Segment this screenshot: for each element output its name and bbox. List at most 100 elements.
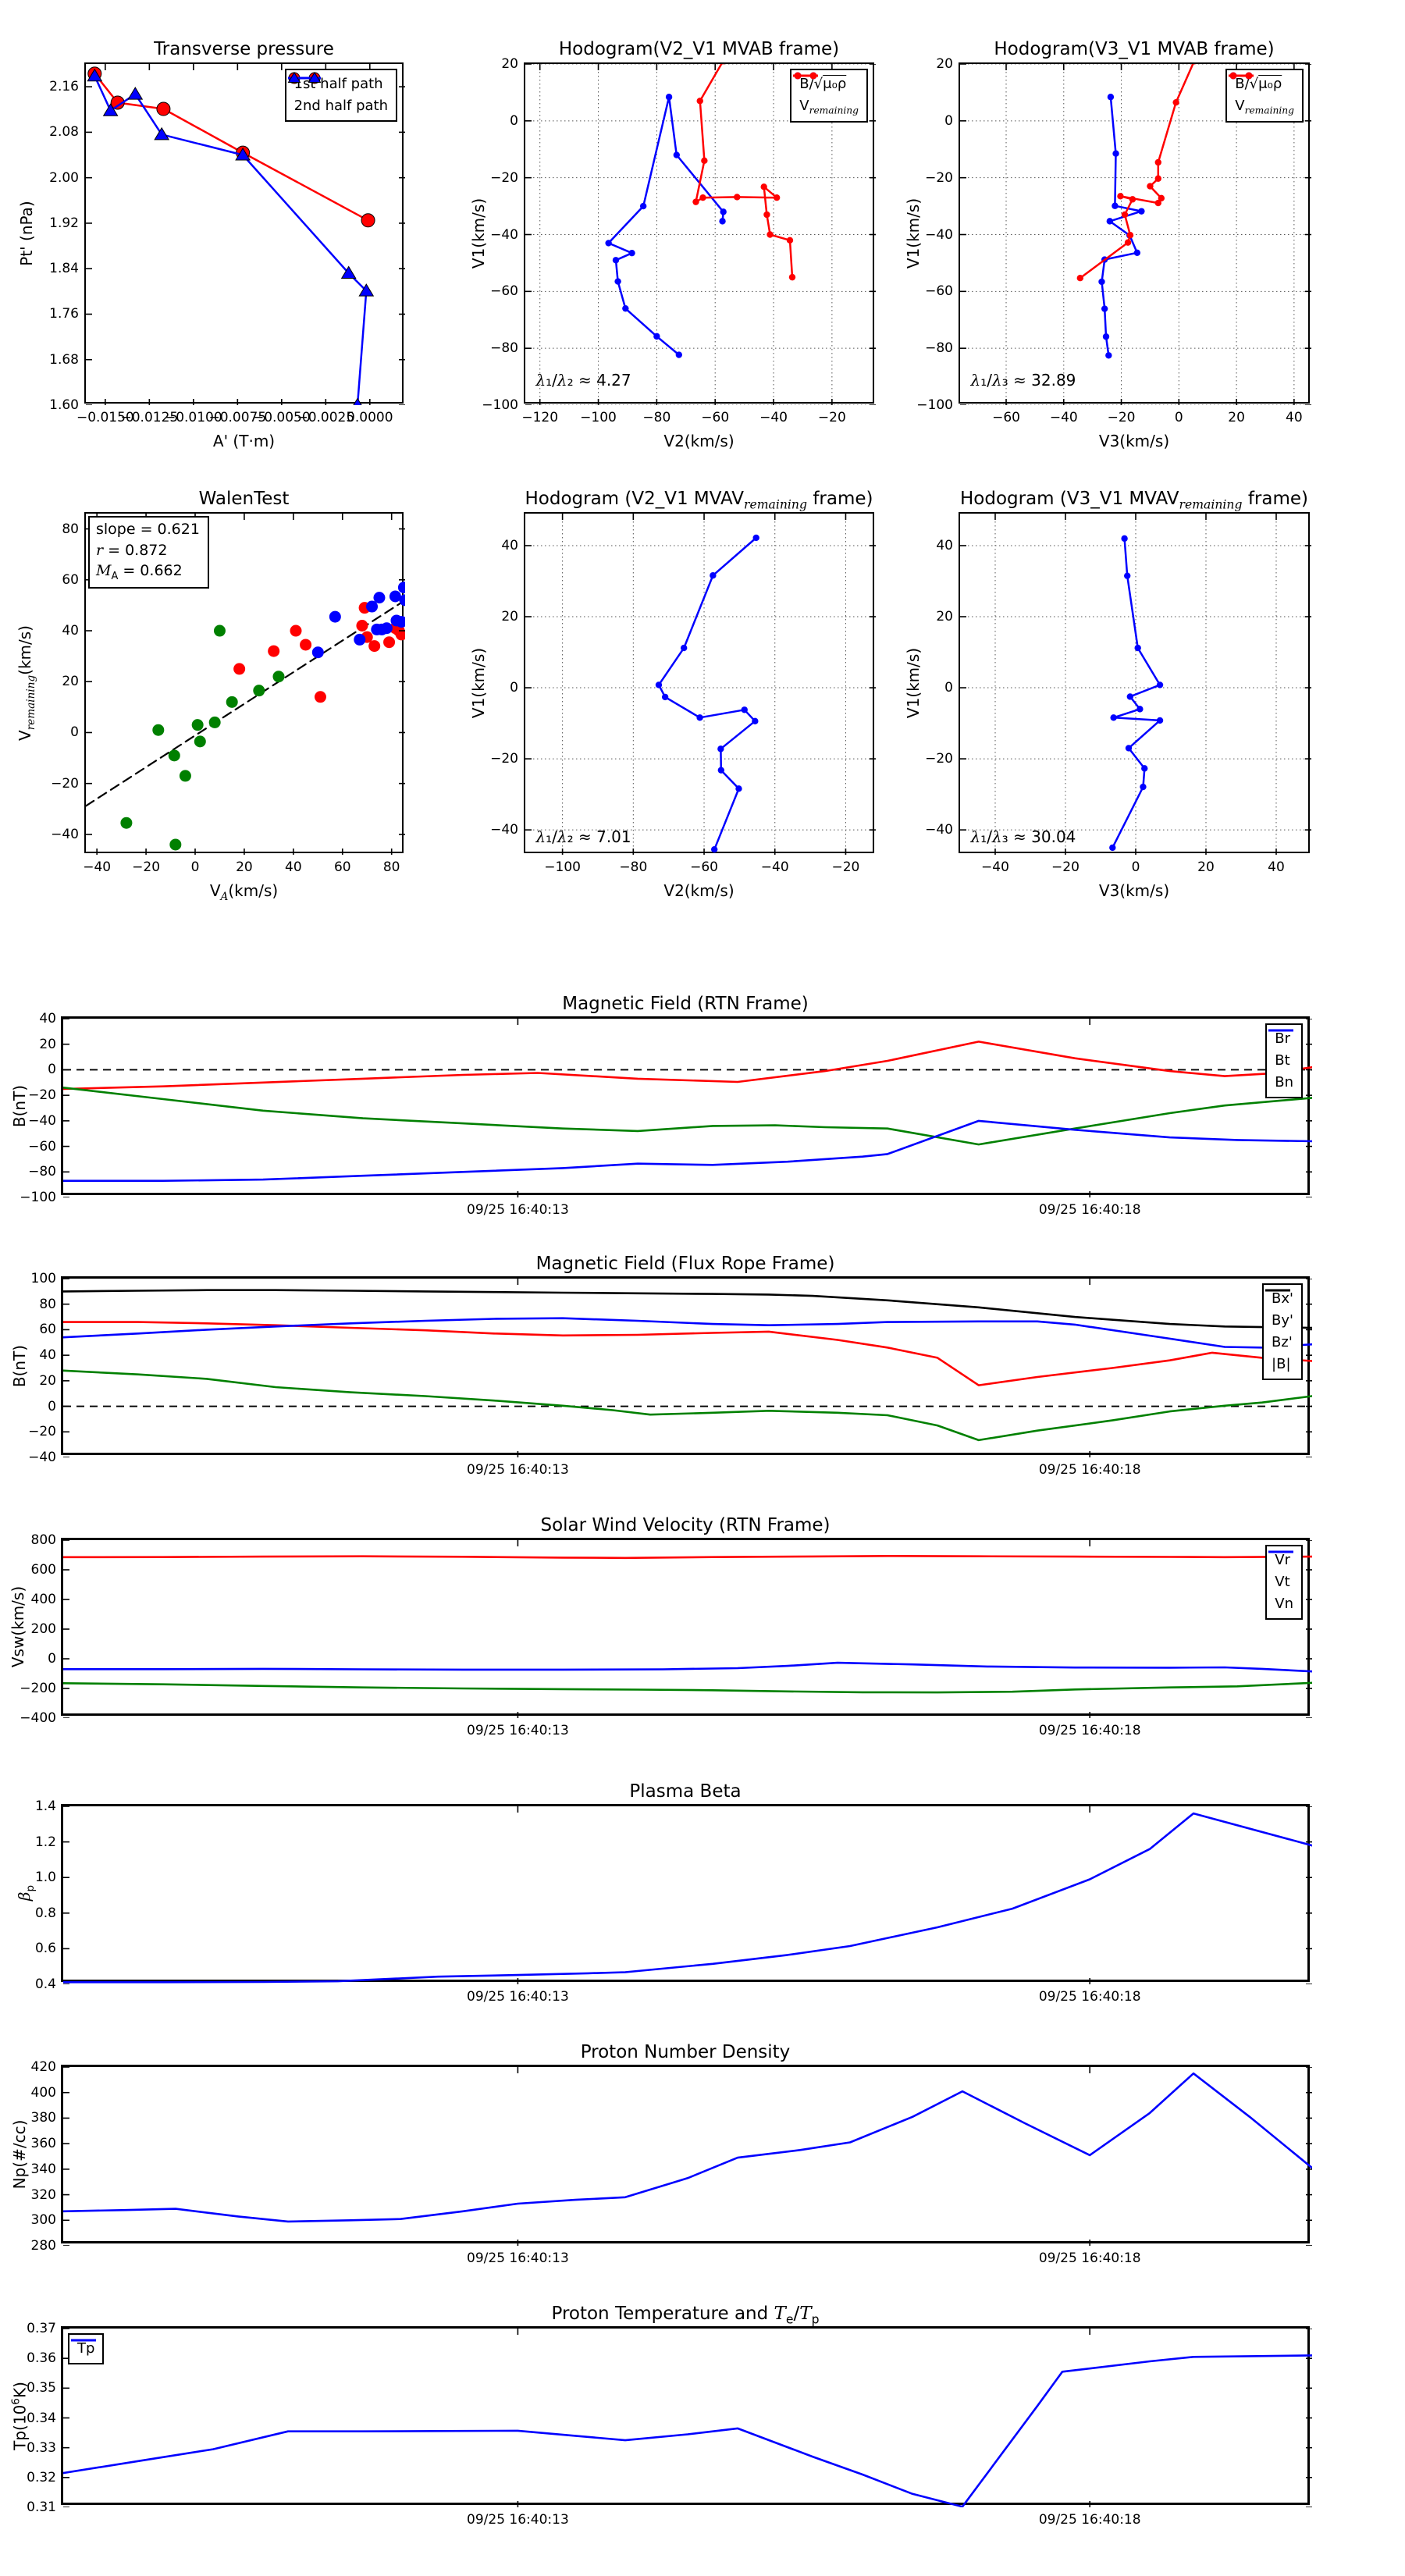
y-tick-label: −80: [925, 340, 953, 357]
y-tick-label: −100: [20, 1190, 56, 1205]
y-tick-label: 0.8: [34, 1905, 56, 1921]
x-tick-label: −0.0025: [297, 410, 355, 425]
series-By': [63, 1369, 1312, 1442]
legend-label: B/√μ₀ρ: [799, 76, 847, 92]
line-legend-swatch-icon: [1268, 1029, 1294, 1032]
x-tick-label: 09/25 16:40:18: [1038, 1989, 1141, 2005]
y-axis-label: B(nT): [10, 1344, 29, 1387]
x-tick-label: −40: [759, 410, 788, 425]
legend-item: |B|: [1265, 1289, 1293, 1375]
y-tick-label: 40: [501, 537, 518, 553]
y-tick-label: 1.92: [49, 215, 79, 231]
y-tick-label: 1.2: [34, 1834, 56, 1850]
y-tick-label: −400: [20, 1710, 56, 1726]
chart-vsw-rtn: [63, 1540, 1312, 1718]
legend-label: Vn: [1275, 1595, 1293, 1612]
line-legend-swatch-icon: [71, 2339, 96, 2342]
x-tick-label: −0.0075: [208, 410, 267, 425]
y-tick-label: −40: [925, 822, 953, 838]
y-tick-label: 320: [30, 2186, 56, 2203]
y-tick-label: −40: [28, 1450, 56, 1465]
series-Bn: [63, 1119, 1312, 1182]
y-axis-label: Vsw(km/s): [9, 1585, 27, 1668]
panel-hodogram-v3v1-mvab: Hodogram(V3_V1 MVAB frame) −60 −40 −20 0 20 40…: [904, 39, 1311, 450]
y-tick-label: −100: [482, 397, 518, 413]
chart-title: Magnetic Field (RTN Frame): [562, 994, 809, 1014]
y-tick-label: 2.00: [49, 169, 79, 186]
x-tick-label: 0: [1131, 859, 1140, 875]
legend-label: Bz': [1272, 1333, 1293, 1350]
x-tick-label: −0.0150: [76, 410, 134, 425]
legend-item: Vremaining: [793, 72, 859, 119]
y-tick-label: −60: [490, 283, 518, 300]
x-tick-label: −0.0100: [164, 410, 222, 425]
panel-b-flux-rope: Magnetic Field (Flux Rope Frame) 09/25 16…: [10, 1254, 1312, 1478]
panel-plasma-beta: Plasma Beta 09/25 16:40:13 09/25 16:40:18 1…: [15, 1781, 1312, 2005]
chart-title: Hodogram (V3_V1 MVAVremaining frame): [959, 489, 1309, 512]
legend-label: B/√μ₀ρ: [1235, 76, 1282, 92]
legend-label: Vremaining: [1235, 97, 1294, 116]
x-tick-label: 09/25 16:40:18: [1038, 1462, 1141, 1478]
y-tick-label: 1.76: [49, 306, 79, 322]
legend-label: Vremaining: [799, 97, 859, 116]
y-tick-label: 1.60: [49, 397, 79, 413]
x-tick-label: −60: [992, 410, 1020, 425]
y-tick-label: 0: [48, 1398, 56, 1414]
line-legend-swatch-icon: [1265, 1289, 1291, 1292]
x-tick-label: −0.0050: [252, 410, 311, 425]
dot-legend-swatch-icon: [793, 72, 819, 80]
series-Bz': [63, 1317, 1312, 1349]
chart-hodogram-v3v1-mvab: [960, 64, 1311, 405]
x-tick-label: −100: [544, 859, 581, 875]
y-tick-label: 0: [510, 680, 518, 696]
legend-label: |B|: [1272, 1355, 1291, 1372]
legend-box: 1st half path 2nd half path: [284, 69, 397, 122]
panel-proton-density: Proton Number Density 09/25 16:40:13 09/25…: [10, 2042, 1312, 2266]
y-tick-label: 40: [39, 1011, 56, 1026]
y-tick-label: −20: [490, 169, 518, 186]
annotation-text: λ₁/λ₃ ≈ 30.04: [970, 827, 1076, 847]
chart-proton-density: [63, 2067, 1312, 2246]
panel-hodogram-v3v1-mvav: Hodogram (V3_V1 MVAVremaining frame) −40 −…: [904, 489, 1311, 900]
chart-title: Solar Wind Velocity (RTN Frame): [540, 1515, 831, 1535]
x-tick-label: 09/25 16:40:18: [1038, 1202, 1141, 1218]
chart-hodogram-v3v1-mvav: [960, 514, 1311, 855]
x-tick-label: −60: [701, 410, 730, 425]
y-tick-label: 0.31: [27, 2500, 56, 2515]
legend-label: Vt: [1275, 1573, 1290, 1590]
chart-title: WalenTest: [198, 489, 290, 509]
y-tick-label: −40: [51, 826, 79, 842]
legend-box: Br Bt Bn: [1265, 1023, 1303, 1098]
y-tick-label: 1.4: [34, 1799, 56, 1814]
x-tick-label: 09/25 16:40:18: [1038, 2250, 1141, 2266]
x-tick-label: 09/25 16:40:13: [467, 1723, 569, 1738]
legend-box: B/√μ₀ρ Vremaining: [1225, 69, 1304, 123]
y-tick-label: 1.84: [49, 261, 79, 277]
legend-label: Tp: [77, 2340, 95, 2357]
y-tick-label: 340: [30, 2161, 56, 2177]
dot-legend-swatch-icon: [1229, 72, 1254, 80]
y-tick-label: −20: [51, 775, 79, 792]
series-fit: [86, 599, 405, 807]
y-axis-label: Np(#/cc): [10, 2119, 29, 2189]
series-|B|: [63, 1289, 1312, 1329]
series-Br: [63, 1041, 1312, 1091]
series-V remaining: [657, 536, 757, 851]
y-tick-label: 0: [70, 724, 79, 741]
y-tick-label: 0: [510, 112, 518, 129]
panel-hodogram-v2v1-mvav: Hodogram (V2_V1 MVAVremaining frame) −100…: [469, 489, 876, 900]
legend-label: Bt: [1275, 1051, 1290, 1069]
legend-item: Bn: [1268, 1029, 1294, 1094]
x-axis-label: V3(km/s): [1098, 432, 1170, 450]
x-axis-label: V3(km/s): [1098, 881, 1170, 900]
annotation-text: λ₁/λ₂ ≈ 7.01: [535, 827, 631, 847]
panel-vsw-rtn: Solar Wind Velocity (RTN Frame) 09/25 16:…: [9, 1515, 1312, 1738]
x-tick-label: −120: [521, 410, 559, 425]
x-tick-label: −20: [1107, 410, 1136, 425]
legend-item: Vt: [1268, 1550, 1294, 1593]
x-axis-label: V2(km/s): [663, 432, 735, 450]
x-tick-label: −0.0125: [120, 410, 179, 425]
triangle-legend-swatch-icon: [287, 72, 321, 83]
series-Tp: [63, 2354, 1312, 2507]
y-tick-label: 0: [48, 1651, 56, 1667]
